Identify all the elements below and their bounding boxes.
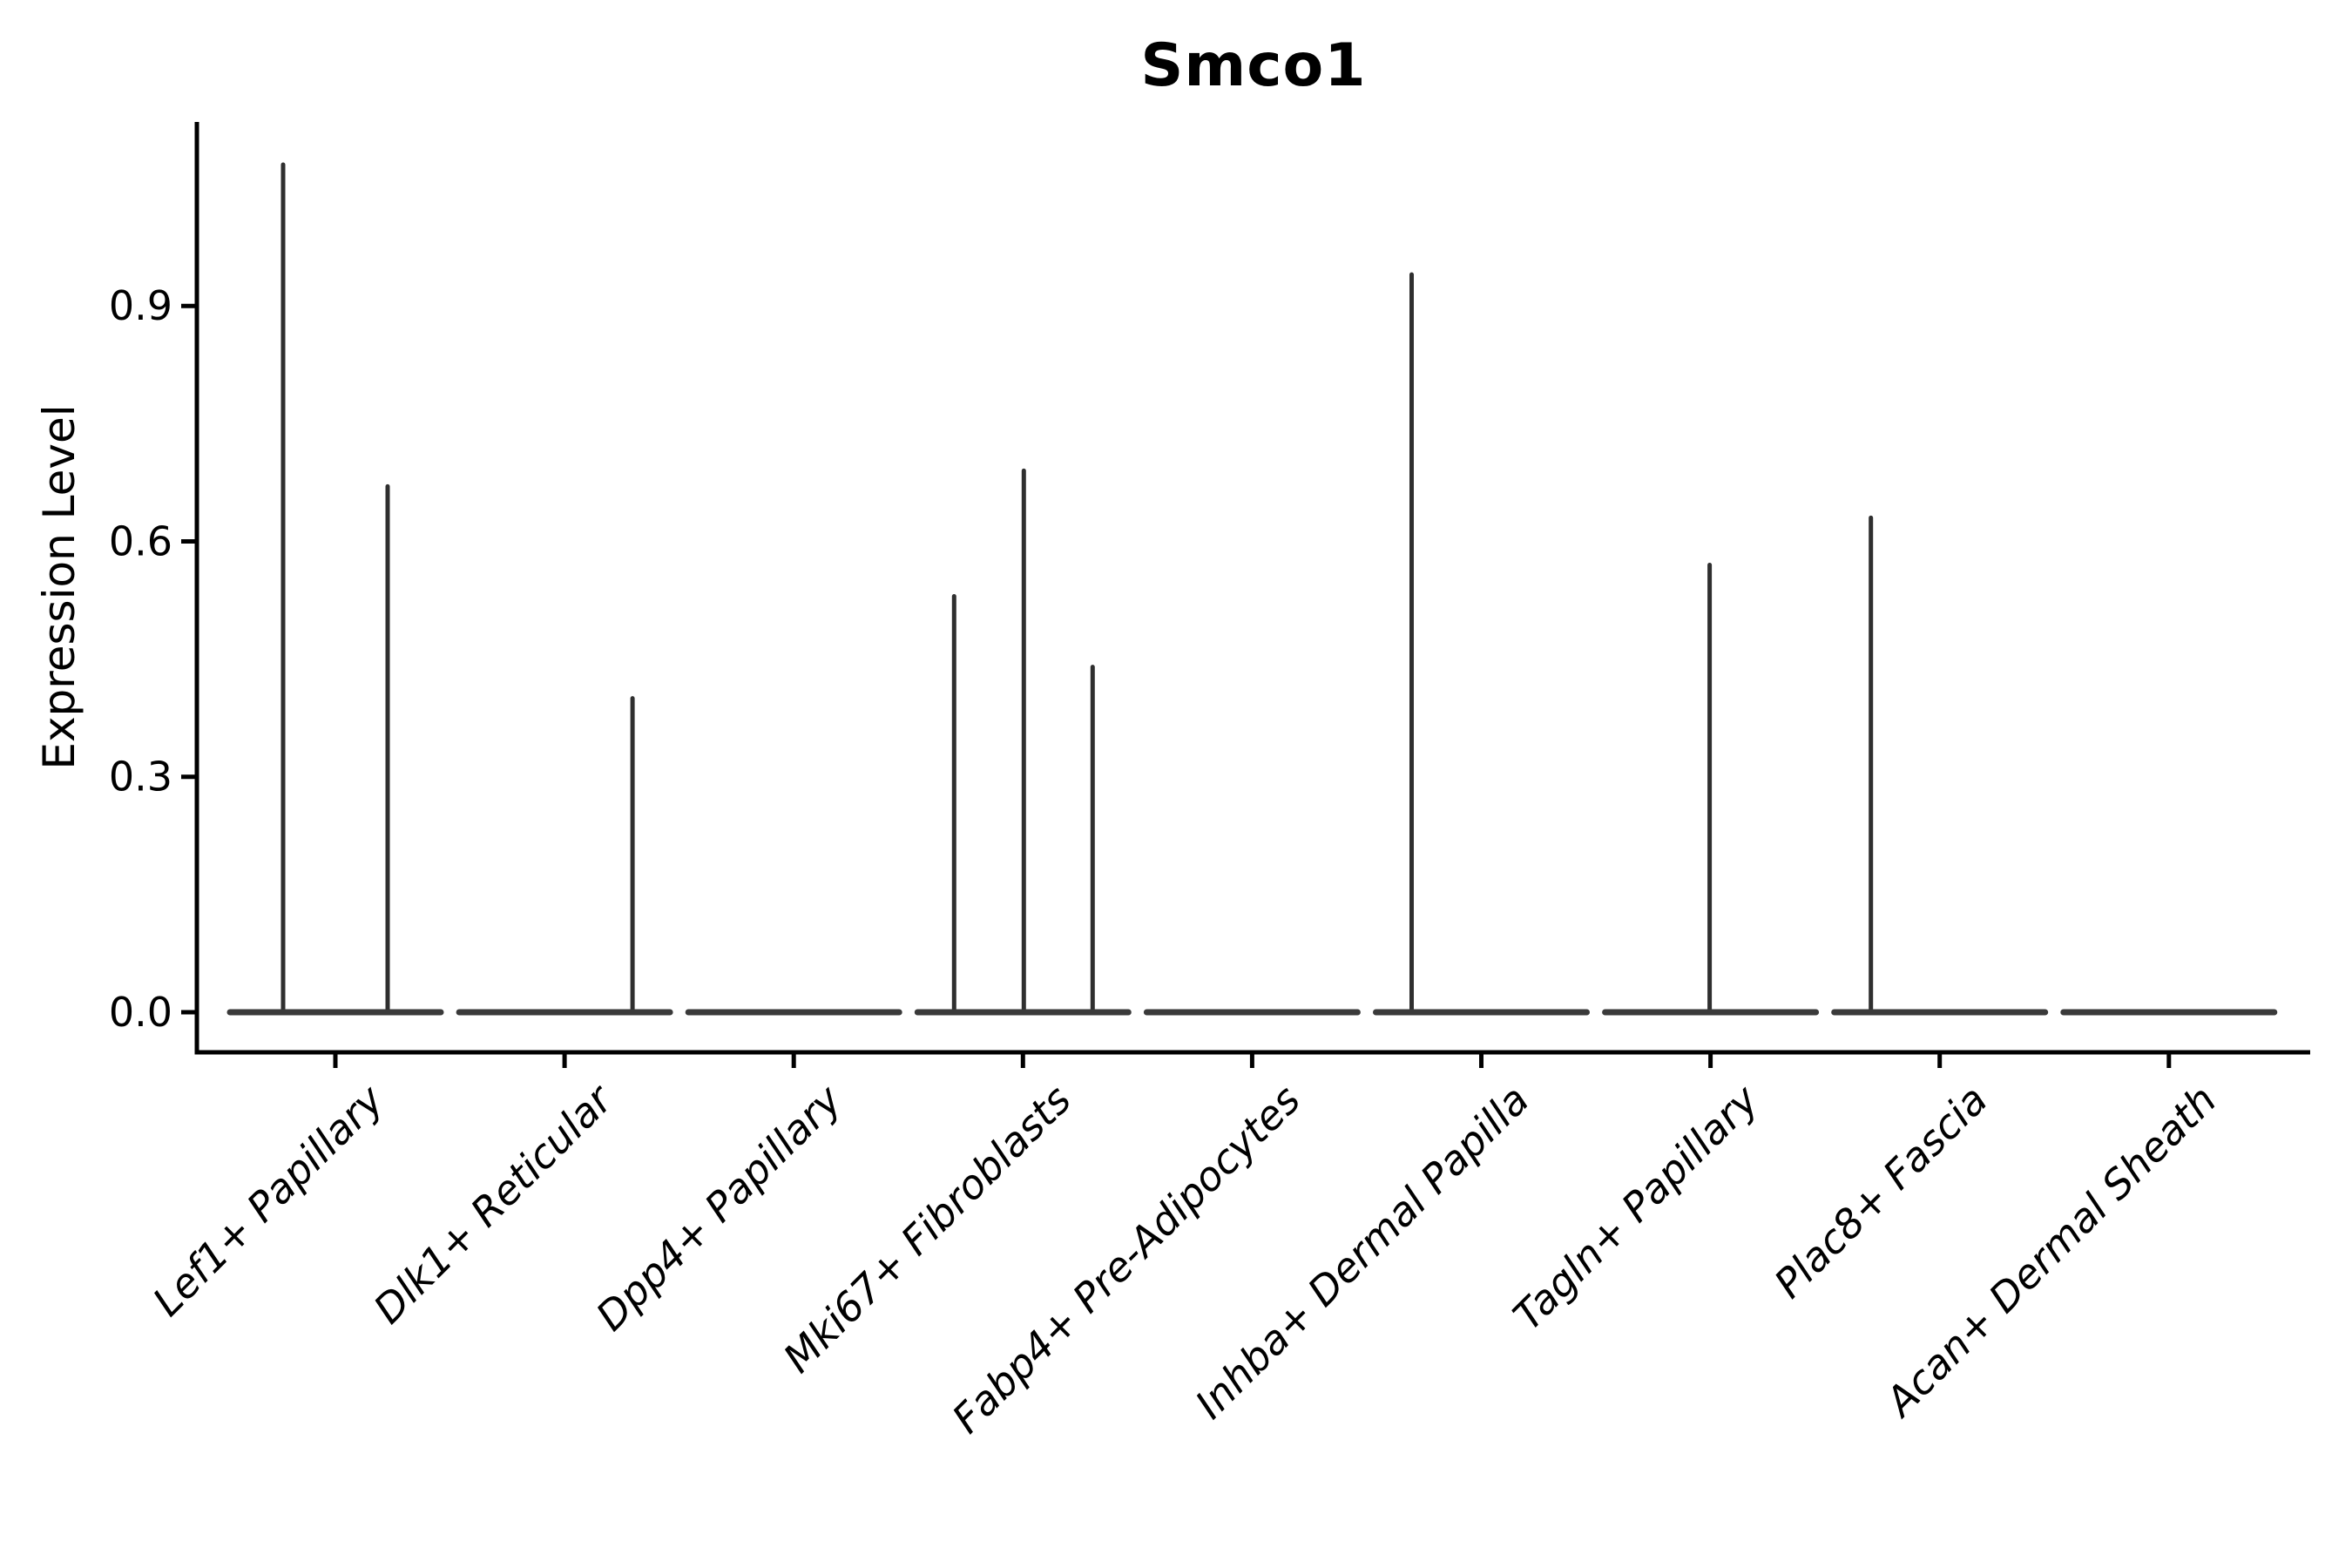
y-tick-label: 0.0: [109, 989, 172, 1036]
y-tick-label: 0.9: [109, 282, 172, 329]
y-axis-title: Expression Level: [34, 404, 84, 770]
y-tick-label: 0.3: [109, 754, 172, 801]
chart-title: Smco1: [1140, 31, 1367, 100]
y-tick-label: 0.6: [109, 517, 172, 564]
